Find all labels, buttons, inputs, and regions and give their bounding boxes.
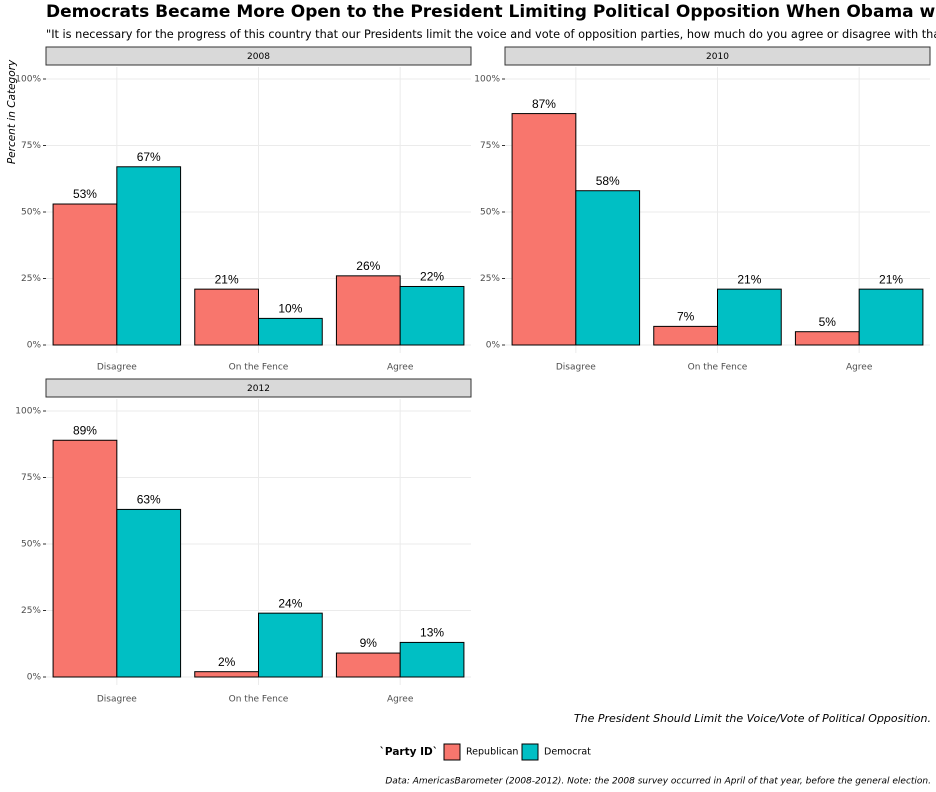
data-label: 13%	[420, 626, 444, 640]
x-tick-label: On the Fence	[229, 695, 289, 705]
bar	[194, 288, 259, 346]
y-tick-label: 0%	[486, 341, 501, 351]
data-label: 63%	[137, 493, 161, 507]
legend-label: Republican	[466, 747, 518, 758]
y-tick-label: 25%	[480, 274, 500, 284]
y-tick-label: 75%	[21, 473, 41, 483]
bar	[335, 652, 401, 678]
y-tick-label: 100%	[15, 407, 41, 417]
y-tick-label: 50%	[21, 208, 41, 218]
facet-strip	[504, 46, 931, 66]
x-tick-label: Agree	[846, 363, 873, 373]
x-tick-label: Disagree	[556, 363, 596, 373]
bar	[717, 288, 782, 346]
legend-title: `Party ID`	[380, 746, 438, 758]
y-tick-label: 75%	[21, 141, 41, 151]
bar	[258, 317, 323, 346]
y-tick-label: 25%	[21, 274, 41, 284]
data-label: 22%	[420, 270, 444, 284]
data-label: 89%	[73, 423, 97, 437]
data-label: 9%	[360, 636, 378, 650]
legend-swatch	[443, 743, 461, 761]
bar	[399, 641, 465, 678]
x-tick-label: Agree	[387, 363, 414, 373]
legend-swatch	[521, 743, 539, 761]
facet-title: 2010	[706, 52, 729, 62]
bar	[399, 285, 465, 346]
x-axis-label: The President Should Limit the Voice/Vot…	[574, 712, 931, 725]
bar	[575, 190, 641, 346]
bar	[335, 275, 401, 346]
data-label: 58%	[596, 174, 620, 188]
bar	[116, 508, 182, 678]
data-label: 67%	[137, 150, 161, 164]
data-label: 87%	[532, 97, 556, 111]
y-tick-label: 50%	[21, 540, 41, 550]
y-tick-label: 75%	[480, 141, 500, 151]
y-tick-label: 0%	[27, 341, 42, 351]
data-label: 24%	[278, 596, 302, 610]
facet-strip	[45, 378, 472, 398]
data-label: 5%	[819, 315, 837, 329]
data-label: 2%	[218, 655, 236, 669]
bar	[194, 671, 259, 678]
bar	[258, 612, 323, 678]
data-label: 53%	[73, 187, 97, 201]
data-label: 7%	[677, 310, 695, 324]
legend-label: Democrat	[544, 747, 591, 758]
bar	[511, 113, 577, 346]
caption: Data: AmericasBarometer (2008-2012). Not…	[385, 777, 931, 787]
chart-title: Democrats Became More Open to the Presid…	[46, 2, 936, 22]
x-tick-label: Disagree	[97, 695, 137, 705]
y-tick-label: 25%	[21, 606, 41, 616]
data-label: 21%	[215, 272, 239, 286]
x-tick-label: On the Fence	[688, 363, 748, 373]
bar	[52, 203, 118, 346]
subtitle: "It is necessary for the progress of thi…	[46, 28, 936, 41]
data-label: 10%	[278, 302, 302, 316]
bar	[794, 331, 860, 346]
x-tick-label: Agree	[387, 695, 414, 705]
bar	[653, 325, 718, 346]
y-axis-label: Percent in Category	[6, 59, 18, 164]
y-tick-label: 0%	[27, 673, 42, 683]
facet-title: 2008	[247, 52, 270, 62]
y-tick-label: 100%	[15, 75, 41, 85]
bar	[116, 166, 182, 346]
data-label: 21%	[879, 272, 903, 286]
x-tick-label: On the Fence	[229, 363, 289, 373]
facet-strip	[45, 46, 472, 66]
y-tick-label: 50%	[480, 208, 500, 218]
x-tick-label: Disagree	[97, 363, 137, 373]
bar	[52, 439, 118, 678]
data-label: 21%	[737, 272, 761, 286]
facet-title: 2012	[247, 384, 270, 394]
data-label: 26%	[356, 259, 380, 273]
bar	[858, 288, 924, 346]
y-tick-label: 100%	[474, 75, 500, 85]
